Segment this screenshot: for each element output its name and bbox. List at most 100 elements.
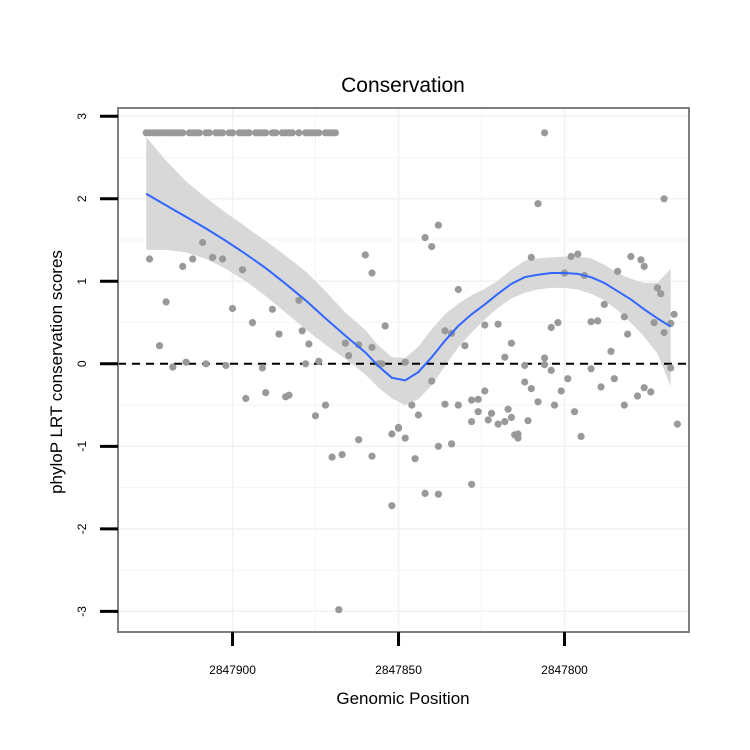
data-point <box>275 330 283 338</box>
data-point <box>388 430 396 438</box>
data-point <box>408 401 416 409</box>
data-point <box>199 238 207 247</box>
data-point <box>311 412 320 420</box>
data-point <box>262 389 270 397</box>
data-point <box>524 417 532 425</box>
data-point <box>594 317 602 325</box>
data-point <box>219 129 227 137</box>
data-point <box>487 409 496 417</box>
data-point <box>414 411 422 419</box>
x-tick-label: 2847850 <box>375 663 422 677</box>
data-point <box>607 347 615 355</box>
data-point <box>454 285 462 294</box>
data-point <box>597 383 605 391</box>
data-point <box>302 360 310 368</box>
data-point <box>202 360 210 368</box>
data-point <box>481 321 489 329</box>
data-point <box>527 385 535 393</box>
data-point <box>245 129 253 137</box>
data-point <box>338 451 346 459</box>
data-point <box>574 250 582 258</box>
data-point <box>248 319 257 327</box>
data-point <box>428 377 436 385</box>
smooth-trend-line <box>145 192 672 382</box>
data-point <box>481 387 489 395</box>
data-point <box>521 361 529 370</box>
data-point <box>179 262 187 270</box>
data-point <box>434 221 442 229</box>
data-point <box>468 418 476 426</box>
data-point <box>501 418 509 426</box>
y-axis-ticks: -3 -2 -1 0 1 2 3 <box>75 113 118 617</box>
data-point <box>155 342 164 350</box>
data-point <box>567 252 575 261</box>
data-point <box>315 129 323 137</box>
data-point <box>610 375 618 383</box>
data-point <box>305 340 313 348</box>
data-point <box>577 432 585 440</box>
data-point <box>335 606 343 614</box>
data-point <box>401 358 409 366</box>
data-point <box>570 408 579 416</box>
data-point <box>421 489 429 497</box>
data-point <box>511 431 519 439</box>
data-point <box>624 330 632 338</box>
data-point <box>368 269 376 277</box>
y-axis-label: phyloP LRT conservation scores <box>47 250 66 494</box>
data-point <box>368 452 376 460</box>
data-point <box>474 408 482 416</box>
data-point <box>541 354 549 362</box>
data-point <box>660 328 668 337</box>
data-point <box>272 129 280 137</box>
data-point <box>441 400 449 408</box>
y-tick-label: -1 <box>75 441 89 452</box>
data-point <box>461 342 469 350</box>
data-point <box>474 395 482 403</box>
x-tick-label: 2847800 <box>541 663 588 677</box>
data-point <box>507 413 515 421</box>
data-point <box>219 255 227 263</box>
data-point <box>620 401 628 409</box>
data-point <box>328 453 336 461</box>
data-point <box>550 401 559 409</box>
data-point <box>378 360 386 368</box>
chart-title: Conservation <box>341 74 465 97</box>
data-point <box>182 358 190 366</box>
data-point <box>660 195 668 203</box>
x-tick-label: 2847900 <box>209 663 256 677</box>
data-point <box>262 129 270 137</box>
data-point <box>504 405 512 413</box>
data-point <box>468 396 476 404</box>
data-point <box>331 129 339 137</box>
data-point <box>534 398 542 406</box>
data-point <box>527 253 535 261</box>
data-point <box>541 129 549 137</box>
data-point <box>179 129 187 137</box>
x-axis-label: Genomic Position <box>336 689 469 708</box>
y-tick-label: 0 <box>75 360 89 367</box>
data-point <box>494 320 502 328</box>
data-point <box>454 401 462 409</box>
data-point <box>195 129 203 137</box>
data-point <box>228 129 237 137</box>
y-tick-label: 1 <box>75 278 89 285</box>
data-point <box>637 256 645 264</box>
data-point <box>258 364 266 372</box>
data-point <box>295 129 303 137</box>
data-point <box>448 440 456 448</box>
data-point <box>547 366 555 374</box>
data-point <box>401 434 409 442</box>
data-point <box>614 267 622 275</box>
data-point <box>541 361 549 369</box>
data-point <box>501 353 509 361</box>
data-point <box>640 262 648 270</box>
data-point <box>298 327 306 335</box>
data-point <box>434 490 442 498</box>
data-point <box>640 384 648 392</box>
data-point <box>321 401 330 409</box>
data-point <box>647 388 655 396</box>
grid-lines <box>118 108 689 632</box>
data-point <box>587 365 595 373</box>
data-point <box>355 436 363 444</box>
data-point <box>434 442 442 450</box>
